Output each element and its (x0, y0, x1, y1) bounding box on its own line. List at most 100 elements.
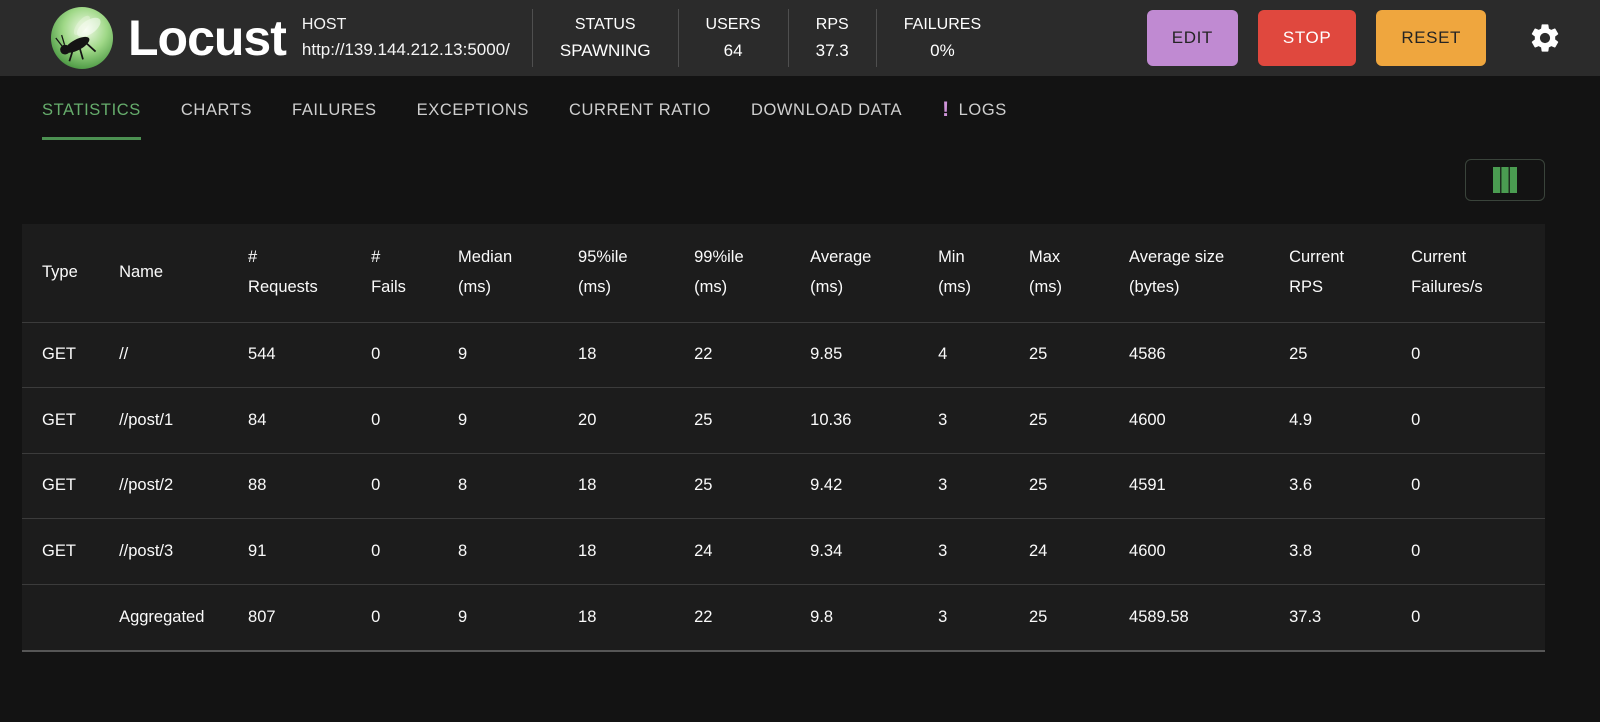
table-cell: 4586 (1129, 345, 1166, 364)
table-row: GET //post/3 91 0 8 18 24 9.34 3 24 4600 3.8 0 (22, 518, 1545, 585)
table-cell: 22 (694, 607, 713, 626)
top-bar: Locust HOST http://139.144.212.13:5000/ … (0, 0, 1600, 76)
table-cell: 9 (458, 345, 468, 364)
column-header[interactable]: Min (ms) (938, 248, 972, 296)
statistics-panel: Type Name # Requests # Fails Median (ms) 95%ile(… (22, 224, 1545, 652)
tab-current-ratio-label: CURRENT RATIO (568, 101, 711, 119)
tab-download-data[interactable]: DOWNLOAD DATA (751, 101, 902, 137)
tab-logs[interactable]: ! LOGS (942, 98, 1007, 137)
table-cell: 3 (938, 541, 948, 560)
table-cell: 544 (248, 345, 276, 364)
reset-button[interactable]: RESET (1376, 10, 1486, 66)
table-cell: 0 (1411, 607, 1421, 626)
tab-exceptions[interactable]: EXCEPTIONS (417, 101, 529, 137)
host-info: HOST http://139.144.212.13:5000/ (302, 16, 510, 60)
table-cell: 25 (1289, 345, 1308, 364)
table-cell: 9.85 (810, 345, 843, 364)
table-cell: 8 (458, 476, 468, 495)
tab-statistics-label: STATISTICS (42, 101, 141, 119)
table-cell: Aggregated (119, 607, 205, 626)
table-cell: 18 (578, 476, 597, 495)
table-cell: // (119, 345, 129, 364)
stats-table-body: GET//544 0 9 18 22 9.85 4 25 4586 25 0 GET//post/1 8… (22, 322, 1545, 650)
table-cell: 18 (578, 607, 597, 626)
table-cell: //post/3 (119, 541, 174, 560)
table-cell: 25 (1028, 607, 1048, 626)
table-cell: 0 (371, 476, 381, 495)
table-cell: 0 (1411, 541, 1421, 560)
edit-button[interactable]: EDIT (1146, 10, 1238, 66)
header-actions: EDIT STOP RESET (1146, 10, 1486, 66)
column-header[interactable]: 99%ile (ms) (694, 248, 744, 296)
table-cell (22, 584, 99, 650)
table-cell: 24 (694, 541, 713, 560)
table-cell: 0 (371, 541, 381, 560)
column-header[interactable]: # Requests (248, 248, 318, 296)
table-cell: 3 (938, 476, 948, 495)
column-header[interactable]: Max (ms) (1028, 248, 1062, 296)
table-cell: 3.6 (1289, 476, 1313, 495)
tab-charts[interactable]: CHARTS (181, 101, 252, 137)
failures-block: FAILURES 0% (875, 9, 1008, 67)
table-cell: 3 (938, 607, 948, 626)
settings-button[interactable] (1524, 17, 1566, 59)
table-cell: 0 (1411, 345, 1421, 364)
table-cell: 9.42 (810, 476, 843, 495)
locust-logo[interactable] (50, 6, 114, 70)
column-header[interactable]: Current RPS (1289, 248, 1345, 296)
tab-exceptions-label: EXCEPTIONS (416, 101, 529, 119)
table-row: GET //post/1 84 0 9 20 25 10.36 3 25 4600 4.9 0 (22, 387, 1545, 454)
host-url: http://139.144.212.13:5000/ (301, 40, 510, 59)
table-cell: 0 (371, 410, 381, 429)
table-cell: //post/2 (119, 476, 174, 495)
host-label: HOST (301, 16, 347, 33)
column-header[interactable]: Name (119, 263, 164, 282)
column-selector-button[interactable] (1465, 159, 1545, 201)
column-header[interactable]: Current Failures/s (1411, 248, 1483, 296)
tab-failures[interactable]: FAILURES (292, 101, 377, 137)
column-header[interactable]: # Fails (371, 248, 406, 296)
table-cell: 25 (1028, 410, 1048, 429)
table-cell: GET (42, 541, 76, 560)
table-cell: 3.8 (1289, 541, 1313, 560)
table-cell: 4600 (1129, 410, 1166, 429)
table-cell: 20 (578, 410, 597, 429)
table-cell: 8 (458, 541, 468, 560)
tab-logs-label: LOGS (958, 101, 1007, 119)
table-cell: 18 (578, 345, 597, 364)
column-header[interactable]: Median (ms) (458, 248, 513, 296)
table-cell: 25 (1028, 476, 1048, 495)
stats-table: Type Name # Requests # Fails Median (ms) 95%ile(… (22, 224, 1545, 650)
tab-failures-label: FAILURES (292, 101, 377, 119)
table-cell: 0 (1411, 476, 1421, 495)
column-header[interactable]: Type (42, 263, 78, 282)
table-cell: 9.34 (810, 541, 843, 560)
table-cell: 24 (1028, 541, 1048, 560)
table-cell: 9 (458, 410, 468, 429)
table-cell: 4.9 (1289, 410, 1313, 429)
failures-value: 0% (930, 40, 955, 60)
column-header[interactable]: Average size (bytes) (1129, 248, 1225, 296)
stats-table-head: Type Name # Requests # Fails Median (ms) 95%ile(… (22, 224, 1545, 322)
table-cell: 91 (248, 541, 267, 560)
table-cell: 9.8 (810, 607, 834, 626)
tab-statistics[interactable]: STATISTICS (42, 101, 141, 140)
table-cell: 4589.58 (1129, 607, 1189, 626)
tab-current-ratio[interactable]: CURRENT RATIO (569, 101, 711, 137)
table-cell: GET (42, 410, 76, 429)
table-cell: 25 (694, 410, 713, 429)
table-cell: 4600 (1129, 541, 1166, 560)
table-cell: 807 (248, 607, 276, 626)
table-cell: //post/1 (119, 410, 174, 429)
stop-button[interactable]: STOP (1257, 10, 1357, 66)
failures-label: FAILURES (903, 15, 982, 33)
column-header[interactable]: Average (ms) (810, 248, 872, 296)
column-header[interactable]: 95%ile (ms) (578, 248, 628, 296)
status-block: STATUS SPAWNING (531, 9, 678, 67)
table-cell: 18 (578, 541, 597, 560)
users-value: 64 (723, 40, 743, 60)
logs-alert-icon: ! (942, 98, 950, 122)
table-cell: GET (42, 476, 76, 495)
table-toolbar (22, 159, 1545, 201)
table-cell: 88 (248, 476, 267, 495)
